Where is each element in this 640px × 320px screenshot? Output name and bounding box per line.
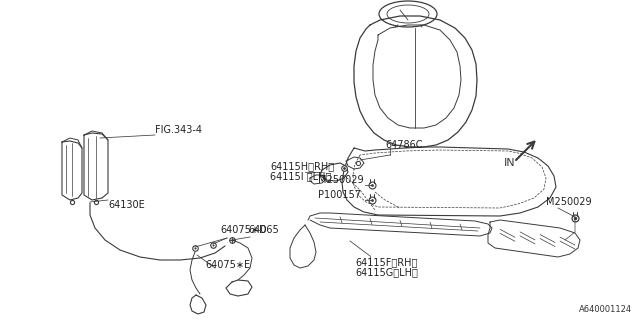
Text: 64115G〈LH〉: 64115G〈LH〉 <box>355 267 418 277</box>
Text: A640001124: A640001124 <box>579 305 632 314</box>
Text: 64115H〈RH〉: 64115H〈RH〉 <box>270 161 334 171</box>
Text: P100157: P100157 <box>318 190 361 200</box>
Text: 64115I 〈LH〉: 64115I 〈LH〉 <box>270 171 332 181</box>
Text: 64786C: 64786C <box>385 140 422 150</box>
Text: M250029: M250029 <box>546 197 591 207</box>
Text: M250029: M250029 <box>318 175 364 185</box>
Text: IN: IN <box>504 158 516 168</box>
Text: 64115F〈RH〉: 64115F〈RH〉 <box>355 257 417 267</box>
Text: FIG.343-4: FIG.343-4 <box>155 125 202 135</box>
Text: 64130E: 64130E <box>108 200 145 210</box>
Ellipse shape <box>387 5 429 23</box>
Text: 64065: 64065 <box>248 225 279 235</box>
Text: 64075∗D: 64075∗D <box>220 225 267 235</box>
Text: 64075∗E: 64075∗E <box>205 260 250 270</box>
Ellipse shape <box>379 1 437 27</box>
